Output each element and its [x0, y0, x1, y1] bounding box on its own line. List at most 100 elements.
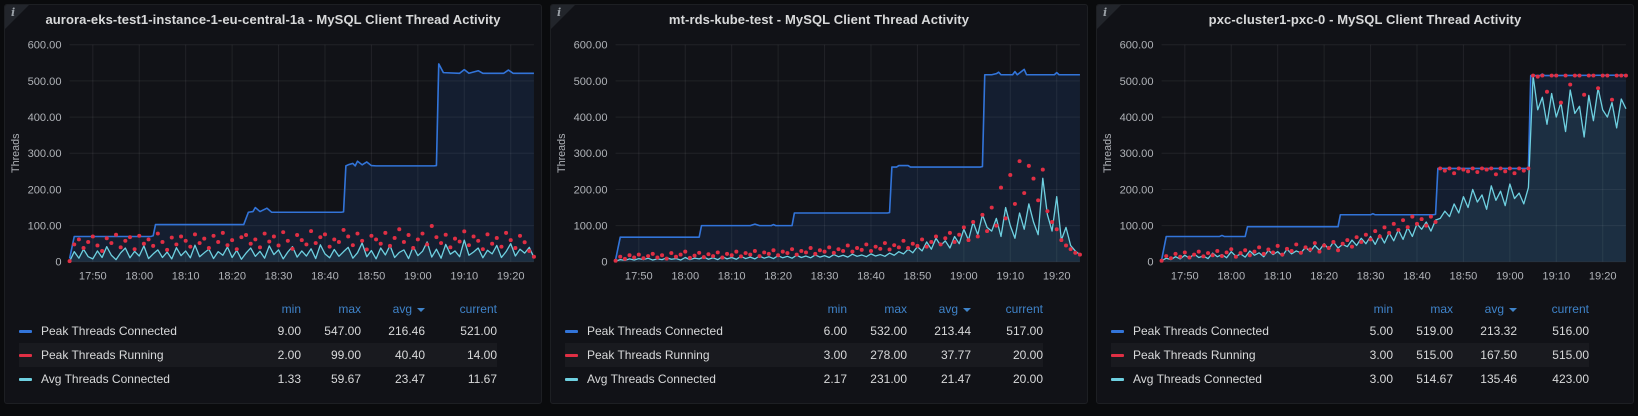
panel-mt-rds-kube-test: i mt-rds-kube-test - MySQL Client Thread…: [550, 4, 1088, 404]
svg-text:19:10: 19:10: [450, 271, 478, 283]
stat-max: 99.00: [330, 348, 361, 362]
series-name[interactable]: Peak Threads Running: [41, 348, 164, 362]
svg-text:300.00: 300.00: [574, 148, 608, 160]
stat-avg: 167.50: [1480, 348, 1517, 362]
svg-text:0: 0: [55, 257, 61, 269]
svg-text:19:20: 19:20: [497, 271, 525, 283]
series-color-swatch[interactable]: [1111, 353, 1124, 357]
legend-row: Peak Threads Connected 9.00 547.00 216.4…: [19, 319, 497, 343]
legend-sort-current[interactable]: current: [459, 302, 497, 316]
svg-text:18:20: 18:20: [764, 271, 792, 283]
series-name[interactable]: Peak Threads Running: [1133, 348, 1256, 362]
stat-max: 59.67: [330, 372, 361, 386]
svg-text:600.00: 600.00: [1120, 40, 1154, 52]
stat-min: 2.17: [823, 372, 847, 386]
stat-avg: 213.44: [934, 324, 971, 338]
legend-sort-min[interactable]: min: [827, 302, 847, 316]
svg-text:300.00: 300.00: [28, 148, 62, 160]
svg-text:300.00: 300.00: [1120, 148, 1154, 160]
legend-row: Peak Threads Connected 6.00 532.00 213.4…: [565, 319, 1043, 343]
stat-min: 1.33: [277, 372, 301, 386]
svg-text:17:50: 17:50: [1171, 271, 1199, 283]
stat-avg: 216.46: [388, 324, 425, 338]
stat-avg: 37.77: [940, 348, 971, 362]
legend-sort-avg[interactable]: avg: [361, 302, 425, 316]
legend-row: Avg Threads Connected 2.17 231.00 21.47 …: [565, 367, 1043, 391]
series-color-swatch[interactable]: [19, 377, 32, 381]
svg-text:18:20: 18:20: [1310, 271, 1338, 283]
svg-text:19:10: 19:10: [996, 271, 1024, 283]
svg-text:18:10: 18:10: [718, 271, 746, 283]
panel-info-corner[interactable]: [1097, 5, 1121, 29]
svg-text:100.00: 100.00: [1120, 221, 1154, 233]
thread-activity-chart[interactable]: 0 100.00 200.00 300.00 400.00 500.00 600.00 17:…: [1097, 33, 1633, 297]
stat-current: 521.00: [460, 324, 497, 338]
panel-info-corner[interactable]: [5, 5, 29, 29]
legend-sort-current[interactable]: current: [1005, 302, 1043, 316]
stat-max: 231.00: [870, 372, 907, 386]
legend-sort-avg-label: avg: [392, 302, 412, 316]
legend-sort-avg-label: avg: [938, 302, 958, 316]
stat-current: 20.00: [1012, 372, 1043, 386]
stat-avg: 213.32: [1480, 324, 1517, 338]
series-color-swatch[interactable]: [1111, 377, 1124, 381]
panel-info-corner[interactable]: [551, 5, 575, 29]
stat-max: 532.00: [870, 324, 907, 338]
series-color-swatch[interactable]: [1111, 329, 1124, 333]
stat-min: 5.00: [1369, 324, 1393, 338]
series-color-swatch[interactable]: [565, 329, 578, 333]
legend-sort-avg[interactable]: avg: [907, 302, 971, 316]
legend: min max avg current Peak Threads Connect…: [5, 297, 541, 391]
svg-text:Threads: Threads: [556, 133, 568, 173]
svg-text:18:00: 18:00: [125, 271, 153, 283]
legend-sort-max[interactable]: max: [338, 302, 361, 316]
svg-text:18:10: 18:10: [1264, 271, 1292, 283]
svg-text:0: 0: [601, 257, 607, 269]
legend-header-row: min max avg current: [19, 299, 497, 319]
stat-current: 517.00: [1006, 324, 1043, 338]
series-name[interactable]: Peak Threads Connected: [587, 324, 723, 338]
svg-text:18:50: 18:50: [358, 271, 386, 283]
series-name[interactable]: Peak Threads Connected: [41, 324, 177, 338]
stat-current: 423.00: [1552, 372, 1589, 386]
stat-max: 514.67: [1416, 372, 1453, 386]
panel-title[interactable]: aurora-eks-test1-instance-1-eu-central-1…: [45, 11, 501, 27]
sort-desc-caret-icon: [963, 308, 971, 312]
legend-sort-avg[interactable]: avg: [1453, 302, 1517, 316]
sort-desc-caret-icon: [417, 308, 425, 312]
thread-activity-chart[interactable]: 0 100.00 200.00 300.00 400.00 500.00 600.00 17:…: [5, 33, 541, 297]
panel-pxc-cluster1: i pxc-cluster1-pxc-0 - MySQL Client Thre…: [1096, 4, 1634, 404]
legend-sort-max[interactable]: max: [884, 302, 907, 316]
stat-min: 3.00: [823, 348, 847, 362]
series-color-swatch[interactable]: [565, 353, 578, 357]
series-color-swatch[interactable]: [565, 377, 578, 381]
svg-text:19:00: 19:00: [1496, 271, 1524, 283]
series-color-swatch[interactable]: [19, 329, 32, 333]
series-name[interactable]: Avg Threads Connected: [41, 372, 170, 386]
sort-desc-caret-icon: [1509, 308, 1517, 312]
legend-sort-min[interactable]: min: [1373, 302, 1393, 316]
series-name[interactable]: Peak Threads Running: [587, 348, 710, 362]
panel-title[interactable]: pxc-cluster1-pxc-0 - MySQL Client Thread…: [1208, 11, 1522, 27]
legend-sort-min[interactable]: min: [281, 302, 301, 316]
panel-header: pxc-cluster1-pxc-0 - MySQL Client Thread…: [1097, 5, 1633, 33]
series-name[interactable]: Peak Threads Connected: [1133, 324, 1269, 338]
legend-row: Peak Threads Running 3.00 515.00 167.50 …: [1111, 343, 1589, 367]
panel-header: aurora-eks-test1-instance-1-eu-central-1…: [5, 5, 541, 33]
svg-text:18:00: 18:00: [1217, 271, 1245, 283]
stat-avg: 135.46: [1480, 372, 1517, 386]
panel-aurora-eks: i aurora-eks-test1-instance-1-eu-central…: [4, 4, 542, 404]
svg-text:Threads: Threads: [10, 133, 22, 173]
svg-text:500.00: 500.00: [28, 76, 62, 88]
panel-title[interactable]: mt-rds-kube-test - MySQL Client Thread A…: [668, 11, 970, 27]
legend-sort-current[interactable]: current: [1551, 302, 1589, 316]
stat-max: 519.00: [1416, 324, 1453, 338]
series-name[interactable]: Avg Threads Connected: [1133, 372, 1262, 386]
thread-activity-chart[interactable]: 0 100.00 200.00 300.00 400.00 500.00 600.00 17:…: [551, 33, 1087, 297]
series-name[interactable]: Avg Threads Connected: [587, 372, 716, 386]
svg-text:100.00: 100.00: [28, 221, 62, 233]
legend-sort-max[interactable]: max: [1430, 302, 1453, 316]
legend-sort-avg-label: avg: [1484, 302, 1504, 316]
series-color-swatch[interactable]: [19, 353, 32, 357]
